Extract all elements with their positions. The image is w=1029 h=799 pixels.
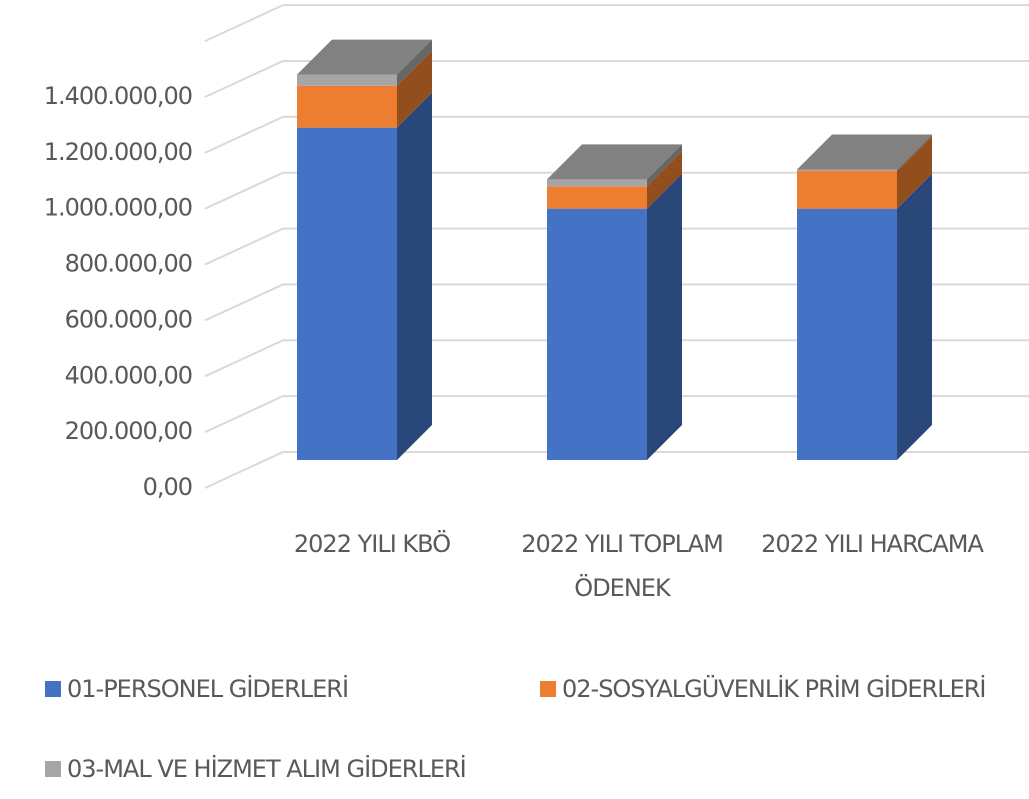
y-tick-label: 1.200.000,00 [44, 138, 192, 166]
bar-segment [297, 85, 397, 128]
bar-segment [297, 74, 397, 86]
y-tick-label: 600.000,00 [65, 305, 192, 333]
bar-side [897, 134, 932, 171]
grid-line [204, 283, 1029, 322]
bar-segment [297, 127, 397, 461]
x-tick-label: 2022 YILI KBÖ [293, 530, 451, 558]
bar-side [647, 144, 682, 187]
legend-label: 01-PERSONEL GİDERLERİ [67, 675, 349, 703]
bar-segment [547, 179, 647, 187]
grid-line [204, 60, 1029, 98]
bar-side [897, 135, 932, 209]
grid-line [204, 115, 1029, 154]
x-tick-label: 2022 YILI HARCAMA [761, 530, 984, 558]
legend-item: 03-MAL VE HİZMET ALIM GİDERLERİ [45, 755, 467, 783]
bar-segment [797, 169, 897, 171]
bar-side [397, 92, 432, 461]
y-tick-label: 800.000,00 [65, 250, 192, 278]
bar-top [547, 144, 682, 180]
y-tick-label: 1.400.000,00 [44, 82, 192, 110]
bar-top [297, 39, 432, 75]
bar-top [797, 134, 932, 170]
bar-segment [797, 170, 897, 209]
legend-swatch [540, 681, 556, 697]
bar-side [397, 50, 432, 128]
grid-line [204, 339, 1029, 378]
grid-line [204, 395, 1029, 434]
y-tick-label: 200.000,00 [65, 417, 192, 445]
x-tick-label: 2022 YILI TOPLAM ÖDENEK [521, 530, 724, 602]
legend-swatch [45, 761, 61, 777]
bar-side [647, 151, 682, 209]
y-tick-label: 1.000.000,00 [44, 194, 192, 222]
legend-label: 02-SOSYALGÜVENLİK PRİM GİDERLERİ [562, 675, 987, 703]
bar-side [897, 173, 932, 460]
bar-segment [797, 208, 897, 460]
y-tick-label: 0,00 [143, 473, 192, 501]
grid-line [204, 451, 1029, 489]
legend-swatch [45, 681, 61, 697]
legend-item: 02-SOSYALGÜVENLİK PRİM GİDERLERİ [540, 675, 987, 703]
grid-line [204, 4, 1029, 43]
legend-item: 01-PERSONEL GİDERLERİ [45, 675, 349, 703]
bar-segment [547, 208, 647, 460]
grid-line [204, 171, 1029, 210]
y-tick-label: 400.000,00 [65, 361, 192, 389]
bar-side [397, 39, 432, 86]
bar-side [647, 173, 682, 460]
legend-label: 03-MAL VE HİZMET ALIM GİDERLERİ [67, 755, 467, 783]
bar-segment [547, 186, 647, 209]
grid-line [204, 227, 1029, 266]
